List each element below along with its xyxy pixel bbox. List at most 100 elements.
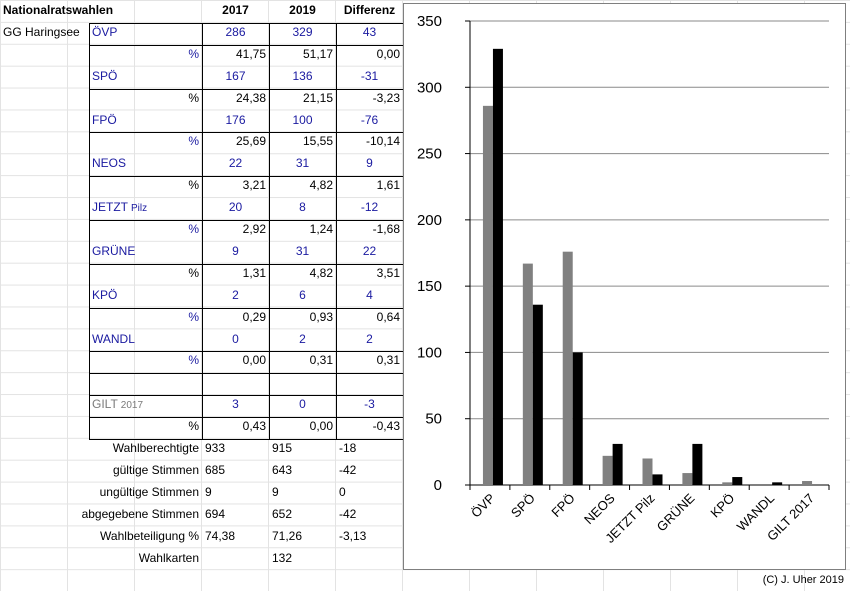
percent-difference[interactable]: 0,31 bbox=[376, 353, 400, 368]
percent-label[interactable]: % bbox=[188, 178, 199, 193]
percent-2019[interactable]: 21,15 bbox=[302, 90, 333, 105]
summary-2019[interactable]: 643 bbox=[272, 462, 293, 477]
summary-label[interactable]: ungültige Stimmen bbox=[99, 484, 199, 499]
summary-label[interactable]: gültige Stimmen bbox=[112, 462, 199, 477]
party-label[interactable]: GRÜNE bbox=[89, 242, 202, 264]
summary-difference[interactable]: -3,13 bbox=[339, 528, 367, 543]
votes-2019[interactable]: 0 bbox=[299, 397, 306, 412]
percent-2019[interactable]: 4,82 bbox=[309, 265, 333, 280]
summary-2017[interactable]: 74,38 bbox=[205, 528, 236, 543]
percent-label[interactable]: % bbox=[188, 265, 199, 280]
summary-label[interactable]: Wahlberechtigte bbox=[112, 441, 199, 455]
percent-2019[interactable]: 4,82 bbox=[309, 178, 333, 193]
percent-difference[interactable]: -3,23 bbox=[372, 90, 400, 105]
votes-2019[interactable]: 31 bbox=[295, 243, 310, 258]
party-label[interactable]: SPÖ bbox=[89, 67, 202, 89]
party-label[interactable]: JETZT Pilz bbox=[89, 198, 202, 220]
votes-difference[interactable]: 22 bbox=[362, 243, 377, 258]
percent-2017[interactable]: 1,31 bbox=[242, 265, 266, 280]
percent-2017[interactable]: 24,38 bbox=[235, 90, 266, 105]
summary-label[interactable]: Wahlkarten bbox=[138, 550, 199, 565]
party-label[interactable]: WANDL bbox=[89, 330, 202, 352]
summary-2017[interactable]: 933 bbox=[205, 441, 226, 455]
percent-difference[interactable]: 1,61 bbox=[376, 178, 400, 193]
summary-2017[interactable] bbox=[202, 549, 269, 571]
votes-2017[interactable]: 0 bbox=[232, 331, 239, 346]
percent-label[interactable]: % bbox=[188, 222, 199, 236]
votes-difference[interactable]: 2 bbox=[366, 331, 373, 346]
summary-2019[interactable]: 9 bbox=[272, 484, 279, 499]
party-label[interactable]: KPÖ bbox=[89, 286, 202, 308]
percent-2017[interactable]: 25,69 bbox=[235, 134, 266, 149]
percent-2017[interactable]: 0,29 bbox=[242, 309, 266, 324]
party-label[interactable]: ÖVP bbox=[89, 23, 202, 45]
percent-label[interactable]: % bbox=[188, 353, 199, 368]
header-2019[interactable]: 2019 bbox=[289, 3, 316, 17]
header-2017[interactable]: 2017 bbox=[222, 3, 249, 17]
percent-2019[interactable]: 0,00 bbox=[309, 419, 333, 434]
votes-2017[interactable]: 176 bbox=[225, 112, 246, 127]
summary-label[interactable]: Wahlbeteiligung % bbox=[100, 528, 199, 543]
municipality-name[interactable]: GG Haringsee bbox=[3, 24, 80, 39]
votes-difference[interactable]: -31 bbox=[360, 68, 379, 83]
header-difference[interactable]: Differenz bbox=[343, 3, 396, 17]
percent-difference[interactable]: 0,00 bbox=[376, 46, 400, 61]
percent-difference[interactable]: 3,51 bbox=[376, 265, 400, 280]
percent-2017[interactable]: 2,92 bbox=[242, 222, 266, 236]
party-label[interactable]: NEOS bbox=[89, 154, 202, 176]
percent-2017[interactable]: 3,21 bbox=[242, 178, 266, 193]
summary-difference[interactable]: 0 bbox=[339, 484, 346, 499]
votes-difference[interactable]: 4 bbox=[366, 287, 373, 302]
percent-2017[interactable]: 0,43 bbox=[242, 419, 266, 434]
percent-difference[interactable]: -0,43 bbox=[372, 419, 400, 434]
percent-label[interactable]: % bbox=[188, 419, 199, 434]
summary-2017[interactable]: 9 bbox=[205, 484, 212, 499]
summary-difference[interactable]: -18 bbox=[339, 441, 357, 455]
summary-2019[interactable]: 915 bbox=[272, 441, 293, 455]
votes-difference[interactable]: 9 bbox=[366, 156, 373, 171]
percent-2019[interactable]: 15,55 bbox=[302, 134, 333, 149]
votes-difference[interactable]: -76 bbox=[360, 112, 379, 127]
votes-difference[interactable]: -12 bbox=[360, 200, 379, 215]
votes-2017[interactable]: 2 bbox=[232, 287, 239, 302]
percent-2019[interactable]: 51,17 bbox=[302, 46, 333, 61]
percent-label[interactable]: % bbox=[188, 134, 199, 149]
votes-2019[interactable]: 8 bbox=[299, 200, 306, 215]
votes-2019[interactable]: 100 bbox=[292, 112, 313, 127]
summary-difference[interactable]: -42 bbox=[339, 462, 357, 477]
percent-2017[interactable]: 41,75 bbox=[235, 46, 266, 61]
votes-difference[interactable]: -3 bbox=[364, 397, 375, 412]
votes-2017[interactable]: 286 bbox=[225, 24, 246, 39]
party-label[interactable]: FPÖ bbox=[89, 111, 202, 133]
percent-2017[interactable]: 0,00 bbox=[242, 353, 266, 368]
votes-2017[interactable]: 20 bbox=[228, 200, 243, 215]
percent-label[interactable]: % bbox=[188, 46, 199, 61]
percent-difference[interactable]: -10,14 bbox=[365, 134, 400, 149]
percent-difference[interactable]: 0,64 bbox=[376, 309, 400, 324]
votes-2017[interactable]: 167 bbox=[225, 68, 246, 83]
summary-2017[interactable]: 694 bbox=[205, 506, 226, 521]
summary-label[interactable]: abgegebene Stimmen bbox=[81, 506, 199, 521]
table-title[interactable]: Nationalratswahlen bbox=[3, 3, 114, 17]
percent-2019[interactable]: 0,31 bbox=[309, 353, 333, 368]
percent-label[interactable]: % bbox=[188, 90, 199, 105]
votes-2019[interactable]: 329 bbox=[292, 24, 313, 39]
summary-2019[interactable]: 132 bbox=[272, 550, 293, 565]
votes-2019[interactable]: 6 bbox=[299, 287, 306, 302]
votes-2019[interactable]: 2 bbox=[299, 331, 306, 346]
summary-2019[interactable]: 652 bbox=[272, 506, 293, 521]
votes-2017[interactable]: 3 bbox=[232, 397, 239, 412]
percent-2019[interactable]: 1,24 bbox=[309, 222, 333, 236]
percent-label[interactable]: % bbox=[188, 309, 199, 324]
summary-2017[interactable]: 685 bbox=[205, 462, 226, 477]
votes-difference[interactable]: 43 bbox=[362, 24, 377, 39]
votes-2017[interactable]: 22 bbox=[228, 156, 243, 171]
summary-difference[interactable] bbox=[336, 549, 403, 571]
summary-2019[interactable]: 71,26 bbox=[272, 528, 303, 543]
percent-2019[interactable]: 0,93 bbox=[309, 309, 333, 324]
votes-2017[interactable]: 9 bbox=[232, 243, 239, 258]
summary-difference[interactable]: -42 bbox=[339, 506, 357, 521]
votes-2019[interactable]: 136 bbox=[292, 68, 313, 83]
percent-difference[interactable]: -1,68 bbox=[372, 222, 400, 236]
party-label[interactable]: GILT 2017 bbox=[89, 395, 202, 417]
